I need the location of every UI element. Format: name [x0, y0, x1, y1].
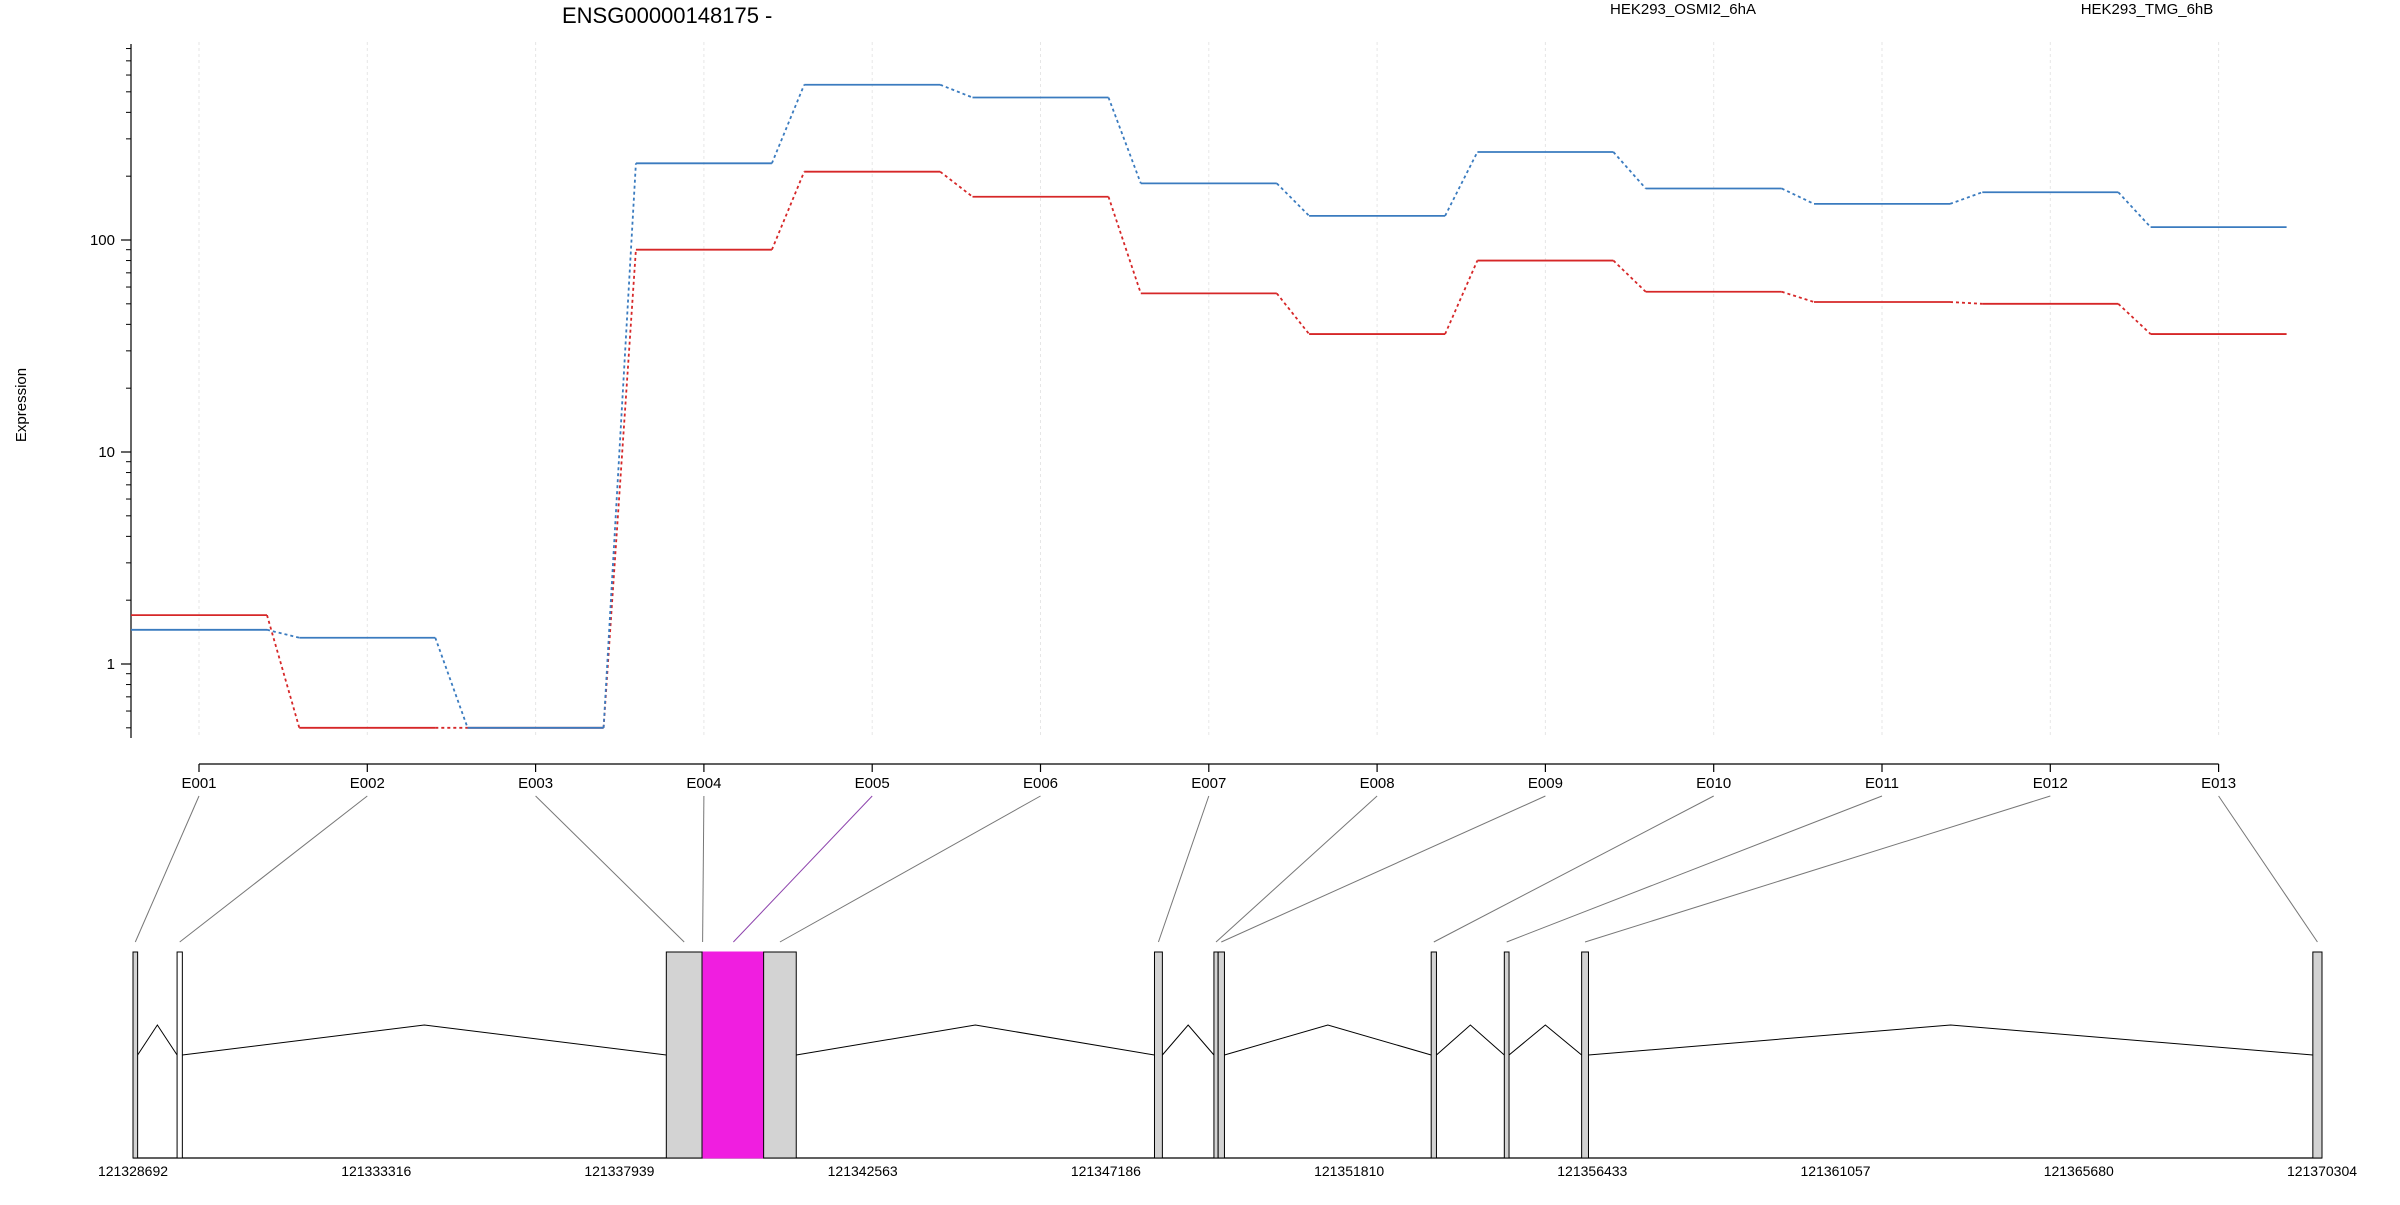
- x-tick-label-e007: E007: [1191, 775, 1226, 792]
- exon-box-e005: [702, 951, 765, 1159]
- exon-box-e001: [132, 951, 139, 1159]
- series-connector: [266, 614, 301, 729]
- x-tick-label-e009: E009: [1528, 775, 1563, 792]
- exon-box-e008: [1213, 951, 1219, 1159]
- genomic-tick-label: 121370304: [2287, 1163, 2357, 1179]
- series-connector: [1444, 151, 1479, 217]
- series-connector: [1107, 196, 1142, 294]
- intron-line: [1436, 1024, 1505, 1056]
- exon-box-e002: [176, 951, 183, 1159]
- exon-connector-lines: [134, 795, 2318, 943]
- series-connector: [434, 637, 469, 729]
- series-lines: [131, 83, 2287, 729]
- exon-box-e006: [763, 951, 797, 1159]
- series-connector: [1949, 191, 1983, 205]
- x-tick-label-e008: E008: [1360, 775, 1395, 792]
- series-connector: [1949, 301, 1983, 305]
- connector-e004: [702, 795, 705, 943]
- series-connector: [1612, 151, 1647, 190]
- genomic-tick-label: 121328692: [98, 1163, 168, 1179]
- grid-lines: [198, 42, 2220, 736]
- series-connector: [1276, 182, 1310, 217]
- series-connector: [2117, 191, 2152, 228]
- genomic-tick-label: 121365680: [2044, 1163, 2114, 1179]
- series-connector: [1276, 292, 1310, 335]
- series-connector: [602, 163, 637, 728]
- y-axis-label: Expression: [13, 368, 30, 442]
- genomic-tick-label: 121333316: [341, 1163, 411, 1179]
- series-connector: [1444, 260, 1479, 335]
- chart-title: ENSG00000148175 -: [562, 3, 772, 28]
- series-connector: [939, 170, 974, 198]
- intron-line: [1588, 1024, 2313, 1056]
- connector-e001: [134, 795, 200, 943]
- connector-e006: [779, 795, 1041, 943]
- series-connector: [771, 84, 806, 164]
- x-tick-label-e011: E011: [1865, 775, 1899, 792]
- x-tick-label-e003: E003: [518, 775, 553, 792]
- connector-e012: [1584, 795, 2051, 943]
- genomic-tick-label: 121356433: [1557, 1163, 1627, 1179]
- genomic-tick-label: 121351810: [1314, 1163, 1384, 1179]
- exon-box-e012: [1581, 951, 1589, 1159]
- exon-box-e013: [2312, 951, 2323, 1159]
- series-connector: [1781, 187, 1815, 205]
- series-connector: [1107, 97, 1142, 184]
- intron-line: [1161, 1024, 1215, 1056]
- intron-line: [137, 1024, 178, 1056]
- chart-labels: ENSG00000148175 - Expression HEK293_OSMI…: [13, 1, 2357, 1179]
- x-tick-label-e004: E004: [686, 775, 721, 792]
- series-connector: [1612, 259, 1647, 293]
- y-tick-label-1: 1: [107, 656, 115, 673]
- connector-e009: [1221, 795, 1546, 943]
- y-tick-label-10: 10: [98, 444, 115, 461]
- series-connector: [771, 171, 806, 251]
- connector-e002: [179, 795, 368, 943]
- series-hek293-tmg-6hb: [131, 83, 2287, 729]
- genomic-tick-label: 121361057: [1801, 1163, 1871, 1179]
- exon-box-e003: [665, 951, 703, 1159]
- series-connector: [2117, 303, 2152, 335]
- genomic-tick-label: 121347186: [1071, 1163, 1141, 1179]
- intron-line: [182, 1024, 667, 1056]
- exon-box-e010: [1430, 951, 1437, 1159]
- intron-line: [1224, 1024, 1432, 1056]
- x-tick-label-e010: E010: [1696, 775, 1731, 792]
- series-connector: [602, 249, 637, 728]
- exon-box-e007: [1153, 951, 1163, 1159]
- legend-entry-osmi2: HEK293_OSMI2_6hA: [1610, 1, 1756, 18]
- x-tick-label-e012: E012: [2033, 775, 2068, 792]
- x-tick-label-e006: E006: [1023, 775, 1058, 792]
- connector-e008: [1215, 795, 1378, 943]
- connector-e013: [2218, 795, 2318, 943]
- exon-box-e011: [1503, 951, 1510, 1159]
- connector-e005: [733, 795, 873, 943]
- genomic-tick-label: 121337939: [584, 1163, 654, 1179]
- x-tick-label-e005: E005: [855, 775, 890, 792]
- connector-e011: [1506, 795, 1883, 943]
- intron-line: [796, 1024, 1155, 1056]
- connector-e003: [535, 795, 685, 943]
- exon-box-e009: [1217, 951, 1225, 1159]
- series-connector: [939, 83, 973, 99]
- y-tick-label-100: 100: [90, 232, 115, 249]
- connector-e010: [1433, 795, 1714, 943]
- legend-entry-tmg: HEK293_TMG_6hB: [2081, 1, 2214, 18]
- x-tick-label-e001: E001: [181, 775, 216, 792]
- gene-model: [132, 951, 2323, 1159]
- x-tick-label-e013: E013: [2201, 775, 2236, 792]
- connector-e007: [1157, 795, 1210, 943]
- axes: [121, 44, 2322, 1159]
- intron-line: [1508, 1024, 1582, 1056]
- x-tick-label-e002: E002: [350, 775, 385, 792]
- series-connector: [1781, 290, 1815, 303]
- genomic-tick-label: 121342563: [828, 1163, 898, 1179]
